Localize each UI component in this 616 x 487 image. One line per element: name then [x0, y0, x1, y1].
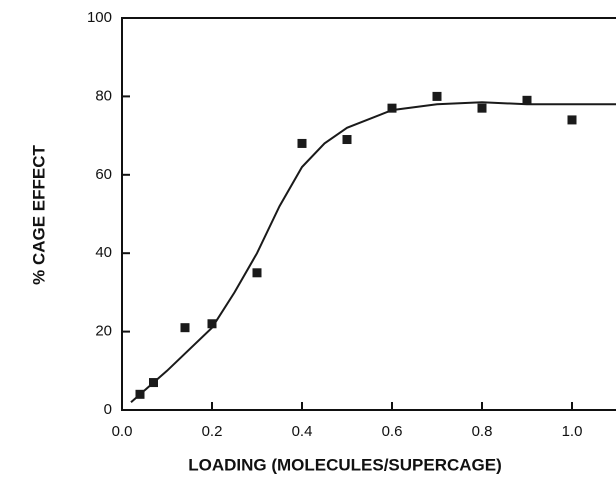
- plot-frame: [121, 17, 616, 411]
- y-tick-label: 20: [95, 323, 112, 340]
- fit-curve: [130, 101, 616, 403]
- data-point: [207, 319, 217, 329]
- y-tick-label: 60: [95, 166, 112, 183]
- data-point: [180, 323, 190, 333]
- x-tick-label: 1.0: [562, 423, 583, 440]
- x-axis-title: LOADING (MOLECULES/SUPERCAGE): [188, 455, 502, 474]
- y-tick-label: 100: [87, 9, 112, 26]
- data-point: [135, 389, 145, 399]
- y-axis-title: % CAGE EFFECT: [29, 144, 48, 284]
- y-tick-label: 40: [95, 244, 112, 261]
- data-point: [522, 95, 532, 105]
- data-point: [297, 138, 307, 148]
- x-tick-label: 0.2: [202, 423, 223, 440]
- x-tick-label: 0.0: [112, 423, 133, 440]
- data-point: [567, 115, 577, 125]
- data-point: [477, 103, 487, 113]
- x-tick-label: 0.8: [472, 423, 493, 440]
- data-point: [432, 91, 442, 101]
- y-tick-label: 80: [95, 87, 112, 104]
- data-point: [149, 378, 158, 388]
- data-point: [252, 268, 262, 278]
- x-tick-label: 0.6: [382, 423, 403, 440]
- data-point: [387, 103, 397, 113]
- x-tick-label: 0.4: [292, 423, 313, 440]
- y-tick-label: 0: [104, 401, 112, 418]
- data-point: [342, 135, 352, 145]
